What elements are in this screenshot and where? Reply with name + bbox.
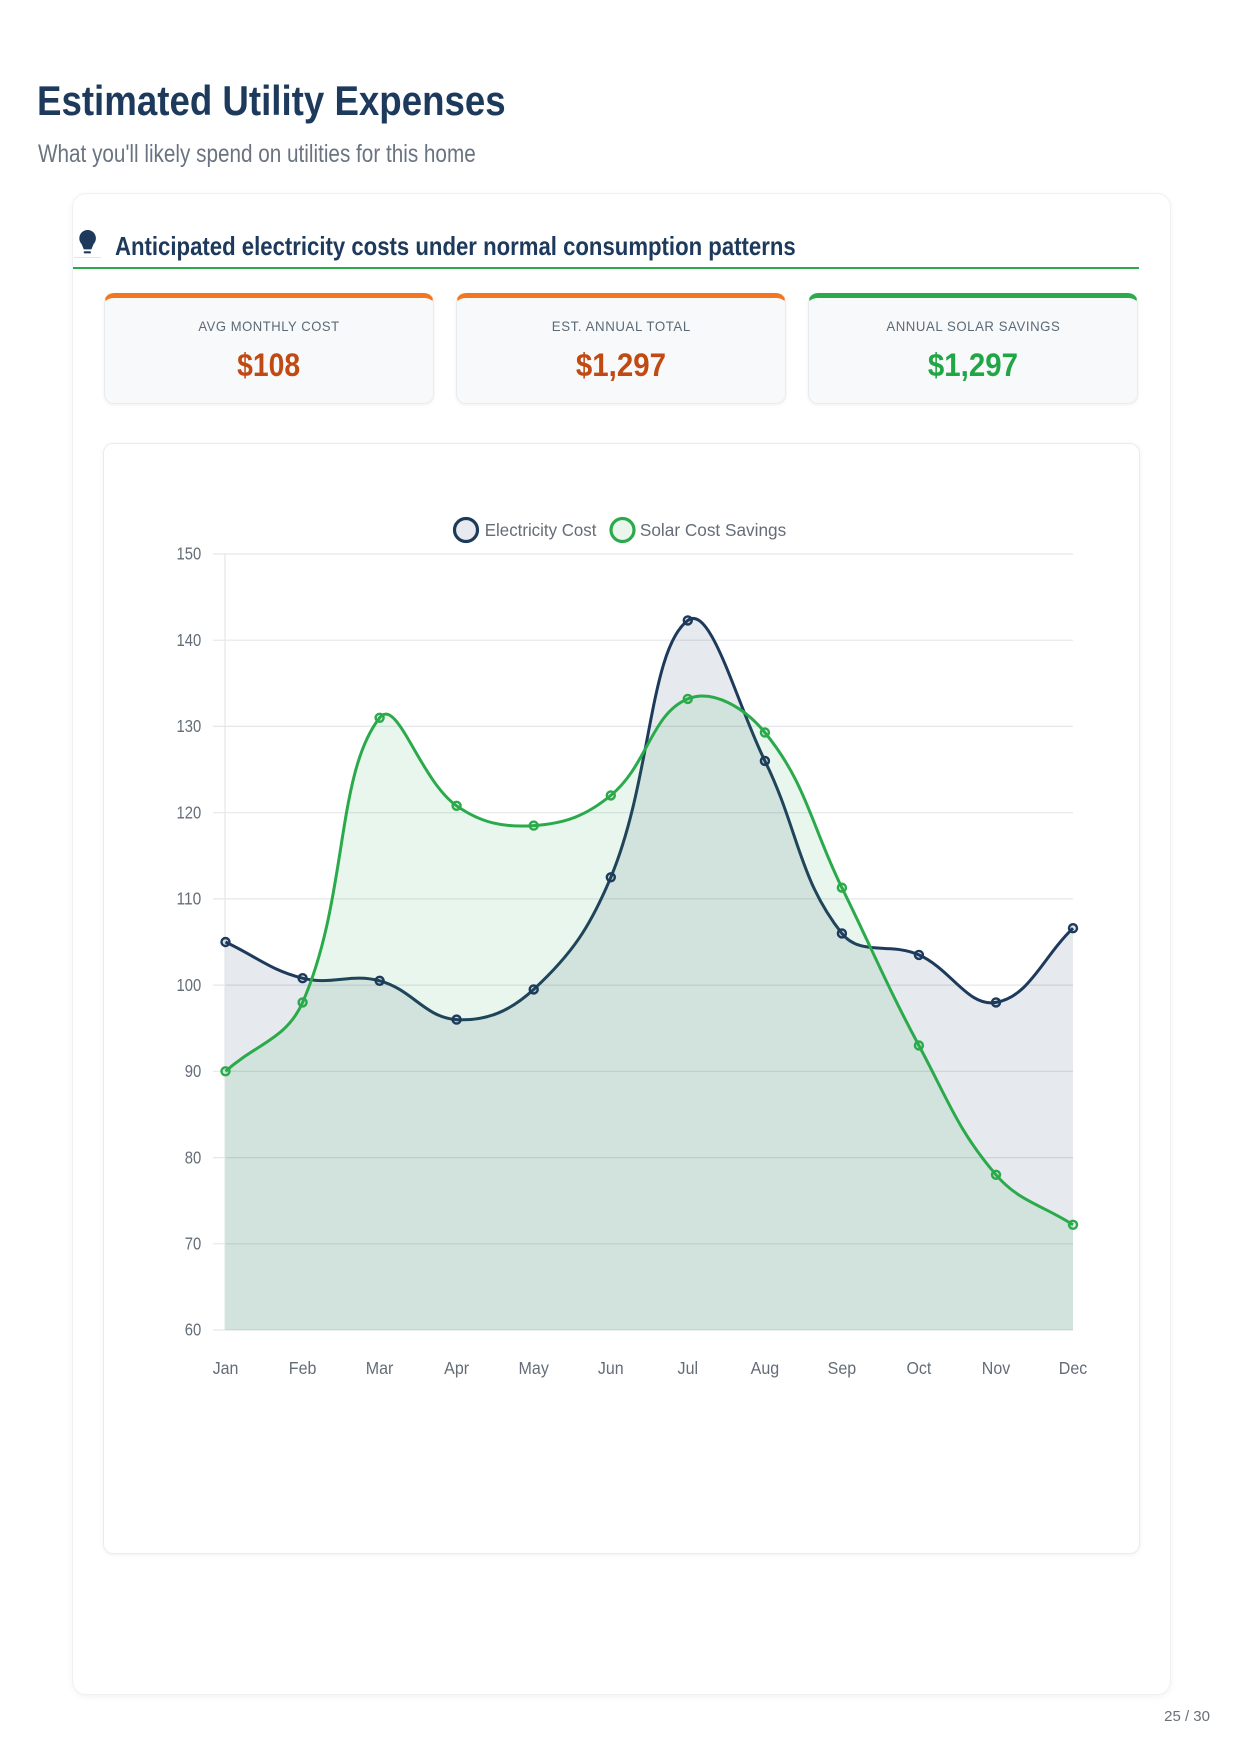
svg-text:Sep: Sep (828, 1358, 857, 1378)
svg-text:130: 130 (177, 716, 202, 736)
svg-text:100: 100 (177, 975, 202, 995)
svg-text:Electricity Cost: Electricity Cost (485, 520, 597, 540)
svg-text:Aug: Aug (751, 1358, 780, 1378)
svg-text:Solar Cost Savings: Solar Cost Savings (640, 520, 787, 540)
svg-text:Feb: Feb (289, 1358, 317, 1378)
svg-text:70: 70 (185, 1234, 202, 1254)
svg-text:90: 90 (185, 1061, 202, 1081)
svg-text:May: May (519, 1358, 550, 1378)
svg-text:Jun: Jun (598, 1358, 624, 1378)
svg-text:120: 120 (177, 802, 202, 822)
svg-text:Dec: Dec (1059, 1358, 1088, 1378)
svg-text:Oct: Oct (906, 1358, 931, 1378)
svg-text:140: 140 (177, 630, 202, 650)
svg-text:Jan: Jan (213, 1358, 239, 1378)
svg-text:Apr: Apr (444, 1358, 469, 1378)
svg-text:80: 80 (185, 1147, 202, 1167)
svg-text:110: 110 (177, 889, 202, 909)
svg-text:150: 150 (177, 544, 202, 564)
svg-text:Jul: Jul (678, 1358, 699, 1378)
svg-text:60: 60 (185, 1320, 202, 1340)
svg-text:Mar: Mar (366, 1358, 394, 1378)
svg-text:Nov: Nov (982, 1358, 1011, 1378)
